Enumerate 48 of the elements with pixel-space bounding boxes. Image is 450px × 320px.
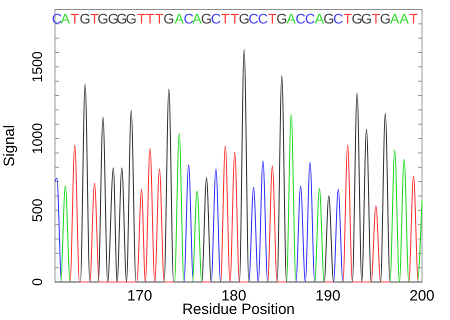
y-tick-label: 0 [28,278,45,286]
annotation: T [155,10,164,26]
annotation: C [210,10,221,26]
annotation: G [380,10,391,26]
annotation: C [248,10,259,26]
annotation: C [296,10,306,26]
annotation: G [323,10,334,26]
annotation: T [70,10,80,26]
annotation: G [108,10,119,26]
annotation: T [409,10,418,26]
line-series [54,49,423,283]
annotation: A [399,10,410,26]
y-tick-label: 500 [28,198,45,222]
y-tick-label: 1000 [28,122,45,154]
y-tick-label: 1500 [28,51,45,82]
y-axis-title: Signal [1,124,18,167]
x-tick-label: 200 [409,288,435,305]
annotation: A [60,10,71,26]
x-tick-label: 190 [315,288,340,305]
annotation: C [333,10,344,26]
annotation: T [221,10,230,26]
annotation: C [258,10,268,26]
annotation: G [361,10,372,26]
annotation: T [268,10,278,26]
annotation: G [163,10,174,26]
annotation: C [184,10,194,26]
annotation: G [116,10,128,26]
annotation: C [52,10,62,26]
annotation: G [238,10,250,26]
annotation: G [98,10,108,26]
annotation: T [372,10,381,26]
annotation: G [276,10,288,26]
annotation: A [174,10,185,26]
annotation: C [304,10,316,26]
annotation: A [286,10,297,26]
annotation: A [314,10,325,26]
annotation: G [126,10,137,26]
annotation: G [80,10,91,26]
annotation: G [201,10,212,26]
annotation: T [90,10,100,26]
annotation: A [390,10,400,26]
annotation: G [352,10,363,26]
annotation: T [343,10,352,26]
annotation: T [146,10,155,26]
annotation: A [192,10,202,26]
annotation: T [230,10,240,26]
x-tick-label: 170 [127,288,152,305]
annotation: T [137,10,146,26]
